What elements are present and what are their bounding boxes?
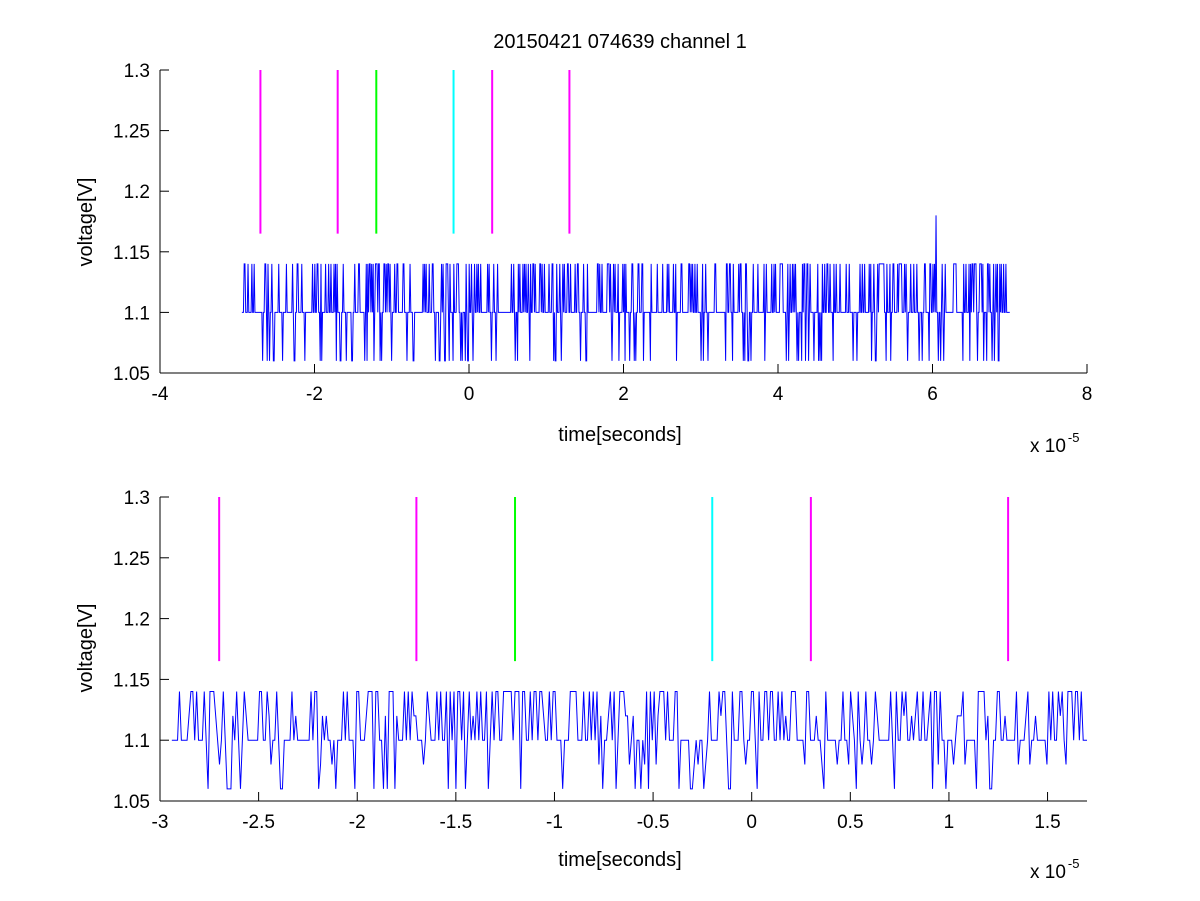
x-scale-factor: x 10 -5 [1030, 430, 1079, 457]
x-tick-label: 1.5 [1034, 812, 1060, 833]
y-tick-label: 1.3 [124, 61, 150, 82]
x-tick-label: -1.5 [439, 812, 472, 833]
x-scale-factor: x 10 -5 [1030, 856, 1079, 883]
y-tick-label: 1.05 [113, 364, 150, 385]
x-scale-exponent: -5 [1068, 430, 1080, 445]
axes-frame [159, 497, 1087, 802]
subplot-bottom: -3 -2.5 -2 -1.5 -1 -0.5 0 0.5 1 1.5 1.051.11.151.… [75, 488, 1087, 883]
x-tick-label: 0 [746, 812, 757, 833]
x-tick-label: -4 [152, 384, 169, 405]
x-scale-exponent: -5 [1068, 856, 1080, 871]
x-scale-base: x 10 [1030, 436, 1066, 457]
x-tick-label: -2.5 [242, 812, 275, 833]
y-tick-label: 1.2 [124, 182, 150, 203]
subplot-top: -4 -2 0 2 4 6 8 1.05 1.1 1.15 1.2 1.25 1.3 time[sec… [75, 61, 1092, 457]
signal-layer [241, 215, 1010, 362]
x-tick-label: -2 [349, 812, 366, 833]
x-tick-label: 0.5 [837, 812, 863, 833]
signal-trace [241, 215, 1010, 362]
x-tick-label: 4 [773, 384, 784, 405]
y-axis-label: voltage[V] [75, 604, 97, 693]
x-tick-label: -1 [546, 812, 563, 833]
x-tick-label: 2 [618, 384, 629, 405]
y-tick-label: 1.2 [124, 610, 150, 631]
axes-frame [159, 70, 1087, 374]
x-scale-base: x 10 [1030, 862, 1066, 883]
x-axis-label: time[seconds] [558, 849, 681, 871]
figure-title: 20150421 074639 channel 1 [493, 31, 747, 53]
y-ticks: 1.05 1.1 1.15 1.2 1.25 1.3 [113, 488, 169, 813]
y-ticks: 1.05 1.1 1.15 1.2 1.25 1.3 [113, 61, 169, 385]
x-tick-label: 0 [464, 384, 475, 405]
x-tick-label: -0.5 [637, 812, 670, 833]
y-tick-label: 1.15 [113, 243, 150, 264]
y-tick-label: 1.05 [113, 792, 150, 813]
marker-layer [259, 70, 571, 234]
x-ticks: -3 -2.5 -2 -1.5 -1 -0.5 0 0.5 1 1.5 [152, 792, 1061, 833]
x-tick-label: -2 [306, 384, 323, 405]
y-tick-label: 1.3 [124, 488, 150, 509]
x-tick-label: 6 [927, 384, 938, 405]
y-tick-label: 1.1 [124, 731, 150, 752]
signal-layer [171, 691, 1087, 790]
y-tick-label: 1.1 [124, 303, 150, 324]
x-tick-label: 8 [1082, 384, 1093, 405]
y-tick-label: 1.25 [113, 122, 150, 143]
x-tick-label: -3 [152, 812, 169, 833]
y-axis-label: voltage[V] [75, 178, 97, 267]
x-tick-label: 1 [944, 812, 955, 833]
x-axis-label: time[seconds] [558, 424, 681, 446]
y-tick-label: 1.25 [113, 549, 150, 570]
marker-layer [218, 497, 1010, 662]
y-tick-label: 1.15 [113, 670, 150, 691]
x-ticks: -4 -2 0 2 4 6 8 [152, 364, 1093, 405]
signal-trace [171, 691, 1087, 790]
